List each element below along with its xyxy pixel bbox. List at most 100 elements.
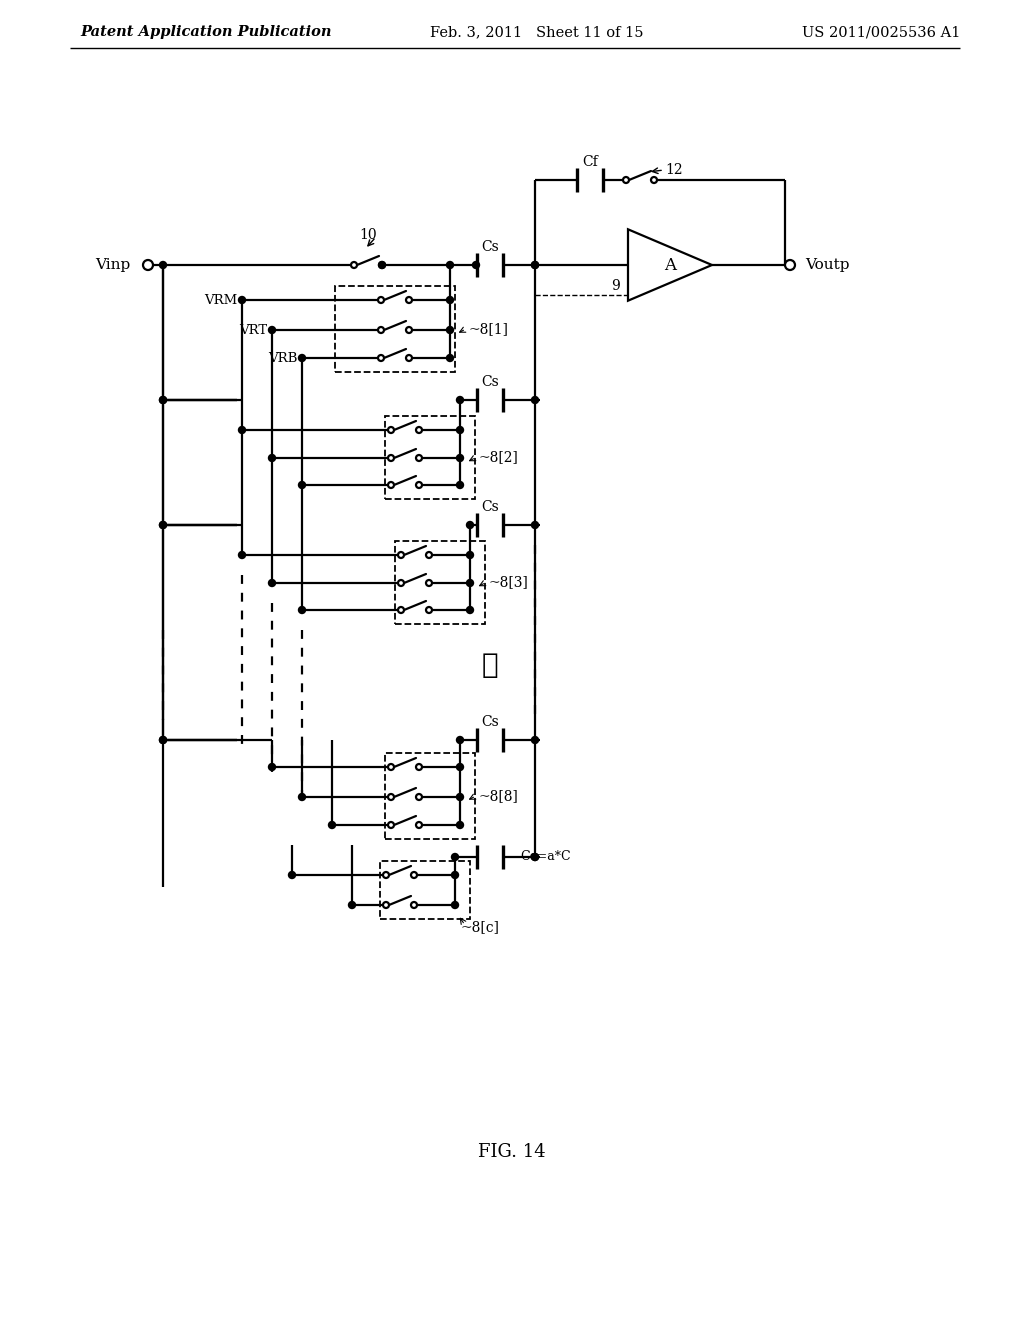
Circle shape <box>329 821 336 829</box>
Circle shape <box>416 482 422 488</box>
Circle shape <box>452 902 459 908</box>
Circle shape <box>446 326 454 334</box>
Circle shape <box>416 795 422 800</box>
Circle shape <box>388 764 394 770</box>
Circle shape <box>289 871 296 879</box>
Circle shape <box>426 579 432 586</box>
Circle shape <box>299 482 305 488</box>
Circle shape <box>531 521 539 528</box>
Circle shape <box>268 454 275 462</box>
Circle shape <box>379 261 385 268</box>
Circle shape <box>268 326 275 334</box>
Circle shape <box>406 327 412 333</box>
Bar <box>395 541 485 624</box>
Circle shape <box>239 426 246 433</box>
Bar <box>335 286 455 372</box>
Circle shape <box>531 854 539 861</box>
Circle shape <box>623 177 629 183</box>
Circle shape <box>239 552 246 558</box>
Bar <box>380 861 470 919</box>
Text: Cs: Cs <box>481 715 499 729</box>
Circle shape <box>388 822 394 828</box>
Circle shape <box>398 552 404 558</box>
Circle shape <box>239 297 246 304</box>
Text: VRM: VRM <box>204 293 237 306</box>
Text: Cs: Cs <box>481 240 499 253</box>
Circle shape <box>383 873 389 878</box>
Circle shape <box>472 261 479 268</box>
Circle shape <box>411 902 417 908</box>
Circle shape <box>160 396 167 404</box>
Circle shape <box>467 552 473 558</box>
Circle shape <box>268 579 275 586</box>
Circle shape <box>467 606 473 614</box>
Circle shape <box>160 737 167 743</box>
Text: Voutp: Voutp <box>805 257 850 272</box>
Circle shape <box>411 873 417 878</box>
Circle shape <box>348 902 355 908</box>
Circle shape <box>531 261 539 268</box>
Circle shape <box>785 260 795 271</box>
Circle shape <box>457 426 464 433</box>
Text: ~8[2]: ~8[2] <box>478 450 518 465</box>
Circle shape <box>416 822 422 828</box>
Circle shape <box>446 355 454 362</box>
Circle shape <box>531 261 539 268</box>
Circle shape <box>457 763 464 771</box>
Circle shape <box>531 737 539 743</box>
Circle shape <box>160 521 167 528</box>
Circle shape <box>299 606 305 614</box>
Circle shape <box>457 396 464 404</box>
Circle shape <box>160 521 167 528</box>
Circle shape <box>651 177 657 183</box>
Circle shape <box>406 355 412 360</box>
Text: VRB: VRB <box>267 351 297 364</box>
Circle shape <box>388 482 394 488</box>
Circle shape <box>406 297 412 304</box>
Circle shape <box>378 355 384 360</box>
Circle shape <box>457 821 464 829</box>
Circle shape <box>398 607 404 612</box>
Circle shape <box>457 737 464 743</box>
Circle shape <box>143 260 153 271</box>
Circle shape <box>160 737 167 743</box>
Circle shape <box>388 795 394 800</box>
Circle shape <box>416 764 422 770</box>
Text: FIG. 14: FIG. 14 <box>478 1143 546 1162</box>
Text: 9: 9 <box>611 279 620 293</box>
Text: 12: 12 <box>665 162 683 177</box>
Circle shape <box>383 902 389 908</box>
Text: ⋮: ⋮ <box>481 652 499 678</box>
Circle shape <box>388 455 394 461</box>
Circle shape <box>351 261 357 268</box>
Text: Cs: Cs <box>481 500 499 513</box>
Text: Vinp: Vinp <box>95 257 130 272</box>
Text: Feb. 3, 2011   Sheet 11 of 15: Feb. 3, 2011 Sheet 11 of 15 <box>430 25 643 40</box>
Circle shape <box>446 261 454 268</box>
Text: US 2011/0025536 A1: US 2011/0025536 A1 <box>802 25 961 40</box>
Circle shape <box>378 327 384 333</box>
Text: ~8[1]: ~8[1] <box>468 322 508 337</box>
Circle shape <box>531 854 539 861</box>
Circle shape <box>398 579 404 586</box>
Text: Cf: Cf <box>582 154 598 169</box>
Circle shape <box>268 763 275 771</box>
Circle shape <box>299 355 305 362</box>
Circle shape <box>426 552 432 558</box>
Circle shape <box>426 607 432 612</box>
Text: ~8[3]: ~8[3] <box>488 576 528 590</box>
Text: 10: 10 <box>359 228 377 242</box>
Circle shape <box>379 261 385 268</box>
Text: Patent Application Publication: Patent Application Publication <box>80 25 332 40</box>
Circle shape <box>416 426 422 433</box>
Bar <box>385 416 475 499</box>
Circle shape <box>388 426 394 433</box>
Circle shape <box>160 261 167 268</box>
Text: Cs: Cs <box>481 375 499 389</box>
Circle shape <box>457 454 464 462</box>
Circle shape <box>457 793 464 800</box>
Text: A: A <box>664 256 676 273</box>
Text: VRT: VRT <box>239 323 267 337</box>
Circle shape <box>299 793 305 800</box>
Bar <box>385 752 475 840</box>
